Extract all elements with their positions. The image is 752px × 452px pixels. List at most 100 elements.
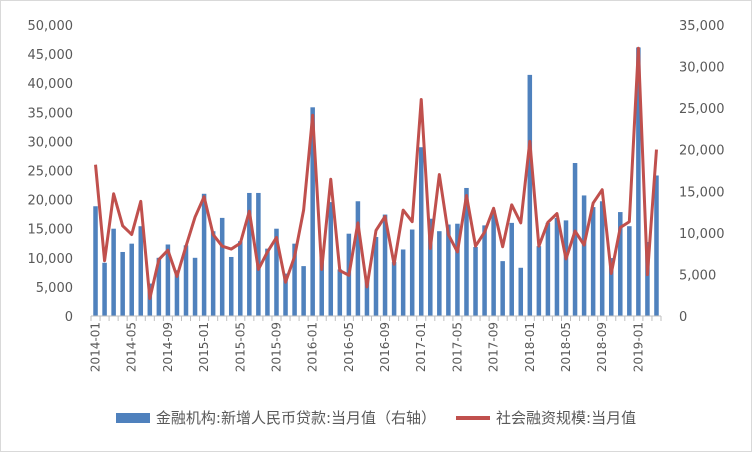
right-y-tick-label: 30,000 — [679, 61, 725, 76]
bar — [400, 249, 406, 316]
bar — [337, 269, 343, 316]
bar — [627, 226, 632, 316]
bar — [509, 222, 514, 316]
x-tick-label: 2016-01 — [306, 322, 320, 372]
bar — [129, 243, 134, 316]
bar — [437, 231, 442, 316]
x-axis: 2014-01 2014-05 2014-09 2015-01 2015-05 2015-… — [89, 315, 662, 372]
bar — [156, 257, 162, 316]
bar — [581, 195, 587, 316]
right-y-tick-label: 5,000 — [679, 268, 716, 283]
bar — [319, 255, 324, 316]
left-y-axis: 0 5,000 10,000 15,000 20,000 25,000 30,000 35,0… — [28, 19, 74, 325]
bar — [238, 241, 243, 316]
x-tick-label: 2015-09 — [269, 322, 283, 372]
x-tick-label: 2018-09 — [595, 322, 609, 372]
legend-label-line: 社会融资规模:当月值 — [496, 409, 637, 427]
right-y-tick-label: 35,000 — [679, 19, 725, 34]
bar — [654, 175, 659, 316]
line-series-path — [94, 46, 658, 301]
bar — [409, 229, 415, 316]
bar — [590, 207, 596, 316]
right-y-axis: 0 5,000 10,000 15,000 20,000 25,000 30,000 35,0… — [679, 19, 725, 325]
left-y-tick-label: 0 — [65, 310, 73, 325]
x-tick-label: 2014-09 — [161, 322, 175, 372]
bar — [328, 202, 334, 316]
left-y-tick-label: 25,000 — [28, 165, 74, 180]
bar — [527, 74, 533, 316]
left-y-tick-label: 5,000 — [36, 281, 73, 296]
bar — [265, 248, 270, 316]
legend-swatch-line — [456, 415, 491, 420]
x-tick-label: 2018-01 — [523, 322, 537, 372]
right-y-tick-label: 25,000 — [679, 102, 725, 117]
combo-chart: 0 5,000 10,000 15,000 20,000 25,000 30,000 35,0… — [28, 19, 725, 372]
x-tick-label: 2015-05 — [233, 322, 247, 372]
bar — [93, 206, 98, 316]
bar — [545, 222, 551, 316]
bar — [608, 258, 614, 316]
left-y-tick-label: 50,000 — [28, 19, 74, 34]
x-tick-label: 2016-05 — [342, 322, 356, 372]
bar — [599, 201, 605, 316]
bar — [563, 220, 569, 316]
x-tick-label: 2017-01 — [414, 322, 428, 372]
left-y-tick-label: 30,000 — [28, 135, 74, 150]
bar — [554, 217, 560, 316]
left-y-tick-label: 20,000 — [28, 194, 74, 209]
x-tick-label: 2015-01 — [197, 322, 211, 372]
bar — [165, 244, 171, 316]
bar — [636, 47, 641, 316]
bar — [464, 187, 469, 316]
left-y-tick-label: 40,000 — [28, 77, 74, 92]
bar — [219, 217, 225, 316]
bar — [174, 270, 180, 316]
bar — [491, 210, 496, 316]
bar — [210, 231, 216, 316]
bar — [455, 223, 460, 316]
bar — [572, 163, 578, 316]
left-y-tick-label: 45,000 — [28, 48, 74, 63]
left-y-tick-label: 35,000 — [28, 106, 74, 121]
bar — [292, 243, 297, 316]
right-y-tick-label: 20,000 — [679, 144, 725, 159]
x-tick-label: 2014-01 — [89, 322, 103, 372]
x-tick-label: 2019-01 — [631, 322, 645, 372]
bar — [391, 261, 397, 316]
bar — [382, 214, 388, 316]
bar — [518, 267, 524, 316]
bar — [310, 107, 315, 316]
bar — [201, 193, 207, 316]
bar — [473, 246, 478, 316]
bar — [428, 218, 433, 316]
bar — [183, 245, 189, 316]
left-y-tick-label: 10,000 — [28, 252, 74, 267]
right-y-tick-label: 10,000 — [679, 227, 725, 242]
x-tick-label: 2017-05 — [450, 322, 464, 372]
x-tick-label: 2018-05 — [559, 322, 573, 372]
bar — [482, 225, 487, 316]
legend: 金融机构:新增人民币贷款:当月值（右轴） 社会融资规模:当月值 — [1, 407, 751, 428]
bar — [274, 228, 279, 316]
legend-swatch-bar — [115, 412, 150, 423]
right-y-tick-label: 0 — [679, 310, 687, 325]
line-series — [94, 46, 658, 301]
bar — [120, 251, 125, 316]
bar — [256, 192, 261, 316]
bar — [228, 256, 234, 316]
bar — [373, 237, 379, 316]
bar — [536, 246, 542, 316]
legend-item-line: 社会融资规模:当月值 — [456, 407, 636, 428]
bar — [618, 212, 623, 316]
bar — [446, 224, 451, 316]
right-y-tick-label: 15,000 — [679, 185, 725, 200]
legend-label-bar: 金融机构:新增人民币贷款:当月值（右轴） — [155, 409, 437, 427]
left-y-tick-label: 15,000 — [28, 223, 74, 238]
bar — [283, 273, 288, 316]
bar-series — [93, 47, 659, 316]
bar — [418, 147, 424, 316]
bar — [355, 201, 361, 316]
bar — [138, 226, 144, 316]
x-tick-label: 2014-05 — [125, 322, 139, 372]
